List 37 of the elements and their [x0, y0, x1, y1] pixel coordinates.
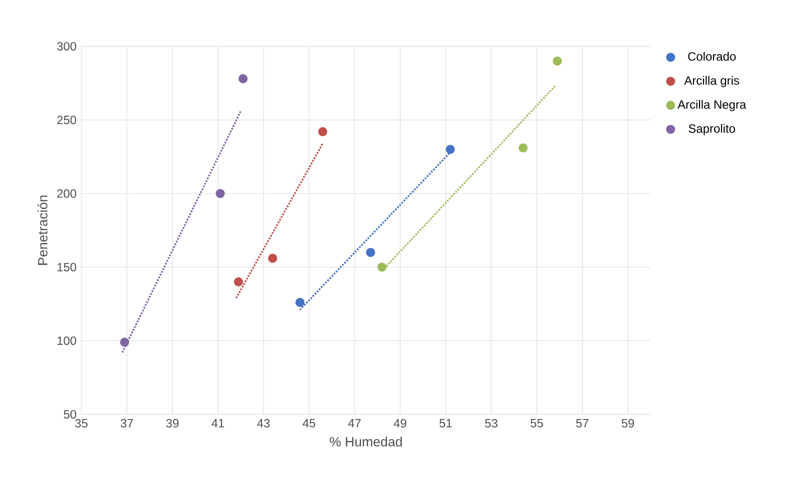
- x-tick-label: 55: [530, 419, 543, 428]
- x-tick-label: 37: [120, 419, 133, 428]
- x-axis-title: % Humedad: [330, 436, 402, 446]
- x-tick-label: 53: [485, 419, 498, 428]
- x-tick-label: 49: [394, 419, 406, 428]
- point: [518, 143, 528, 152]
- y-tick-label: 100: [58, 336, 76, 345]
- y-tick-label: 200: [57, 189, 76, 198]
- x-tick-label: 43: [257, 419, 270, 428]
- x-tick-label: 35: [75, 419, 88, 428]
- legend-label: Arcilla Negra: [678, 100, 746, 112]
- point: [238, 74, 248, 84]
- point: [268, 254, 278, 263]
- legend-label: Saprolito: [688, 124, 736, 136]
- point: [295, 298, 304, 307]
- point: [216, 188, 225, 198]
- y-axis-title: Penetración: [37, 196, 48, 265]
- point: [366, 248, 376, 257]
- y-tick-label: 50: [64, 410, 76, 419]
- x-tick-label: 51: [440, 419, 452, 428]
- point: [552, 56, 562, 66]
- legend-label: Arcilla gris: [684, 76, 740, 88]
- point: [377, 262, 386, 272]
- x-tick-label: 45: [302, 419, 316, 428]
- y-tick-label: 150: [58, 262, 76, 272]
- x-tick-label: 39: [166, 419, 179, 428]
- x-tick-label: 47: [348, 419, 361, 428]
- legend-label: Colorado: [688, 52, 736, 61]
- y-tick-label: 300: [57, 42, 76, 51]
- point: [234, 277, 244, 286]
- point: [446, 144, 455, 154]
- y-tick-label: 250: [57, 116, 76, 124]
- point: [318, 127, 328, 136]
- x-tick-label: 57: [576, 419, 588, 428]
- x-tick-label: 59: [622, 419, 634, 428]
- x-tick-label: 41: [212, 419, 224, 428]
- point: [120, 338, 130, 347]
